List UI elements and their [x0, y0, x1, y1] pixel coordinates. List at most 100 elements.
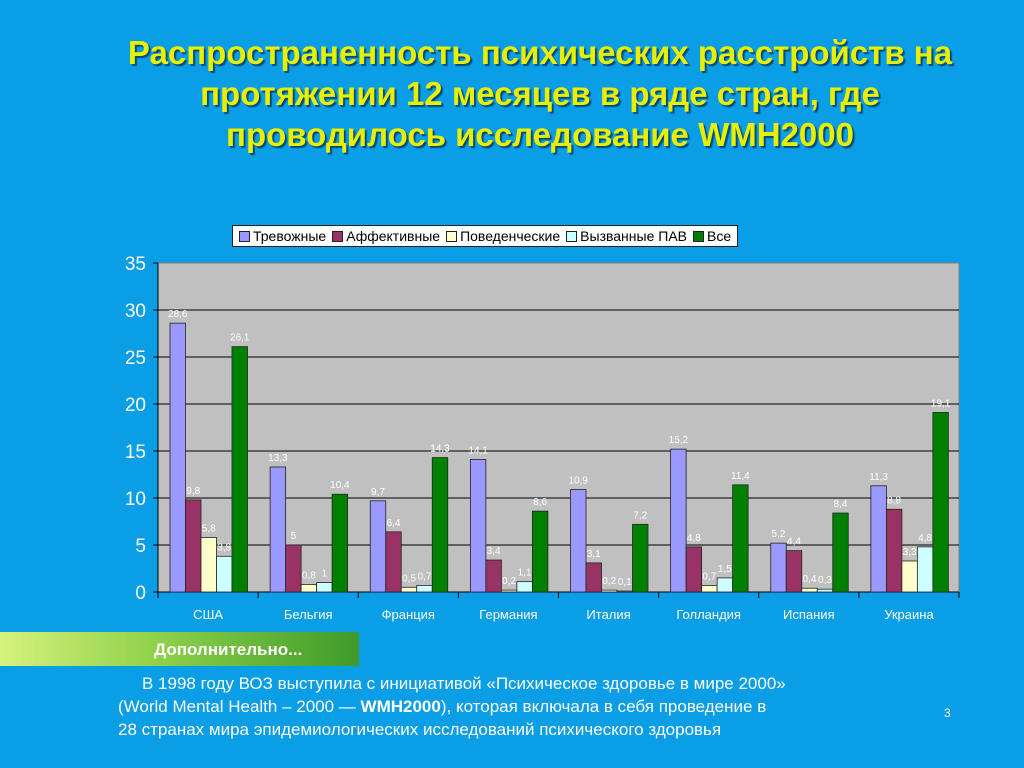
- bar-3: [601, 589, 618, 593]
- bar-1: [670, 448, 687, 593]
- data-label: 3,1: [587, 549, 601, 560]
- data-label: 5,2: [772, 529, 786, 540]
- bar-2: [385, 531, 402, 593]
- data-label: 0,4: [803, 574, 817, 585]
- data-label: 26,1: [230, 333, 250, 344]
- bar-3: [901, 560, 918, 593]
- data-label: 4,8: [687, 533, 701, 544]
- bar-3: [400, 586, 418, 593]
- x-tick-label: Голландия: [676, 607, 741, 622]
- legend-label: Все: [707, 228, 732, 244]
- more-button-background[interactable]: [0, 632, 359, 666]
- data-label: 11,4: [731, 471, 750, 482]
- legend-label: Вызванные ПАВ: [580, 228, 687, 244]
- y-tick-label: 30: [125, 301, 146, 322]
- bar-5: [231, 346, 248, 593]
- legend-label: Тревожные: [253, 228, 327, 244]
- legend-item: Все: [693, 228, 731, 244]
- legend-swatch: [446, 230, 458, 242]
- data-label: 11,3: [869, 472, 888, 483]
- legend-item: Вызванные ПАВ: [566, 228, 687, 244]
- legend-label: Аффективные: [346, 228, 441, 244]
- y-tick-label: 20: [125, 395, 146, 416]
- data-label: 4,8: [918, 533, 932, 544]
- bar-1: [570, 489, 587, 593]
- data-label: 8,6: [533, 497, 547, 508]
- note-line-2-bold: WMH2000: [360, 697, 441, 716]
- bar-4: [316, 582, 333, 593]
- bar-4: [216, 555, 233, 593]
- data-label: 10,9: [569, 476, 589, 487]
- data-label: 0,7: [702, 571, 716, 582]
- data-label: 7,2: [633, 510, 647, 521]
- bar-2: [485, 559, 502, 593]
- data-label: 13,3: [268, 453, 288, 464]
- data-label: 0,2: [502, 576, 516, 587]
- bar-3: [300, 584, 318, 593]
- bar-4: [616, 590, 633, 593]
- bar-1: [269, 466, 287, 593]
- data-label: 0,2: [602, 576, 616, 587]
- data-label: 1: [322, 569, 328, 580]
- y-tick-label: 5: [135, 536, 146, 557]
- note-text: В 1998 году ВОЗ выступила с инициативой …: [118, 672, 908, 741]
- legend-item: Аффективные: [332, 228, 440, 244]
- legend-item: Поведенческие: [446, 228, 560, 244]
- x-tick-label: США: [193, 607, 223, 622]
- data-label: 10,4: [330, 480, 350, 491]
- bar-3: [500, 589, 518, 593]
- y-tick-label: 35: [125, 254, 146, 275]
- page-number: 3: [944, 706, 951, 720]
- bar-4: [916, 546, 934, 593]
- legend-swatch: [239, 230, 250, 242]
- data-label: 1,5: [718, 564, 732, 575]
- bar-3: [801, 587, 818, 593]
- bar-2: [785, 550, 803, 593]
- note-line-1: В 1998 году ВОЗ выступила с инициативой …: [142, 674, 786, 693]
- bar-5: [632, 523, 649, 593]
- data-label: 0,7: [418, 571, 432, 582]
- x-tick-label: Италия: [586, 607, 630, 622]
- bar-5: [932, 412, 949, 593]
- bar-3: [200, 537, 217, 593]
- data-label: 3,8: [217, 542, 231, 553]
- bar-2: [685, 546, 703, 593]
- legend-swatch: [566, 230, 578, 242]
- bar-1: [369, 500, 387, 593]
- bar-5: [732, 484, 749, 593]
- bar-4: [516, 581, 533, 593]
- y-tick-label: 15: [125, 442, 146, 463]
- more-button[interactable]: Дополнительно...: [154, 640, 303, 659]
- legend-swatch: [332, 230, 344, 242]
- data-label: 14,3: [430, 444, 450, 455]
- data-label: 4,4: [787, 537, 801, 548]
- x-tick-label: Франция: [382, 607, 435, 622]
- data-label: 0,5: [402, 573, 416, 584]
- x-tick-label: Бельгия: [284, 607, 333, 622]
- legend-item: Тревожные: [239, 228, 326, 244]
- data-label: 6,4: [387, 518, 401, 529]
- data-label: 8,4: [834, 499, 848, 510]
- bar-1: [870, 485, 887, 593]
- note-line-3: 28 странах мира эпидемиологических иссле…: [118, 720, 722, 739]
- bar-4: [416, 585, 433, 593]
- bar-5: [832, 512, 849, 593]
- data-label: 14,1: [468, 445, 488, 456]
- bar-3: [701, 585, 718, 593]
- bar-4: [716, 577, 734, 593]
- data-label: 9,7: [371, 487, 385, 498]
- data-label: 0,8: [302, 570, 316, 581]
- note-line-2: (World Mental Health – 2000 — WMH2000), …: [118, 695, 908, 718]
- y-tick-label: 25: [125, 348, 146, 369]
- bar-2: [185, 499, 202, 593]
- x-tick-label: Испания: [783, 607, 835, 622]
- note-line-2-pre: (World Mental Health – 2000 —: [118, 697, 361, 716]
- data-label: 5: [291, 531, 297, 542]
- data-label: 0,3: [818, 575, 832, 586]
- bar-2: [585, 562, 602, 593]
- data-label: 3,4: [487, 546, 501, 557]
- data-label: 3,3: [903, 547, 917, 558]
- legend-swatch: [693, 230, 704, 242]
